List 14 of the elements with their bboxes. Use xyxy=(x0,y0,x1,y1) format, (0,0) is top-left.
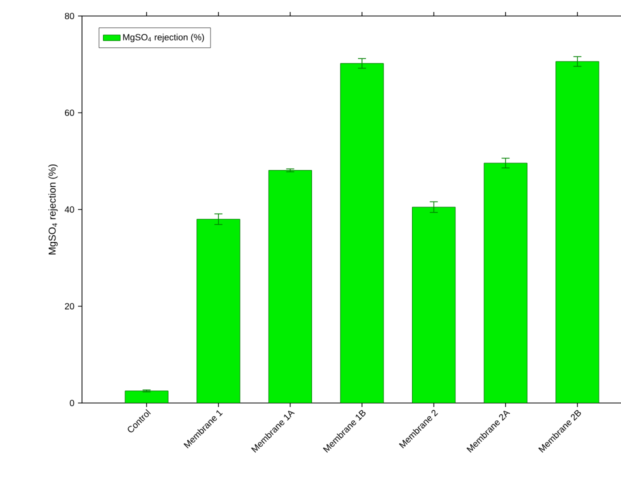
bar xyxy=(196,219,240,403)
bar xyxy=(556,61,600,403)
bar xyxy=(125,390,168,403)
bar xyxy=(340,63,384,403)
y-tick-label: 80 xyxy=(64,12,74,20)
legend-label: MgSO$_{4}$ rejection (%) xyxy=(123,34,204,42)
y-tick-label: 0 xyxy=(70,400,74,406)
y-tick-label: 60 xyxy=(64,110,74,116)
bar xyxy=(268,170,312,403)
bar xyxy=(484,162,528,403)
y-axis-title: MgSO$_{4}$ rejection (%) xyxy=(48,164,58,254)
y-tick-label: 20 xyxy=(64,303,74,310)
y-tick-label: 40 xyxy=(64,206,74,213)
bar xyxy=(412,206,456,403)
